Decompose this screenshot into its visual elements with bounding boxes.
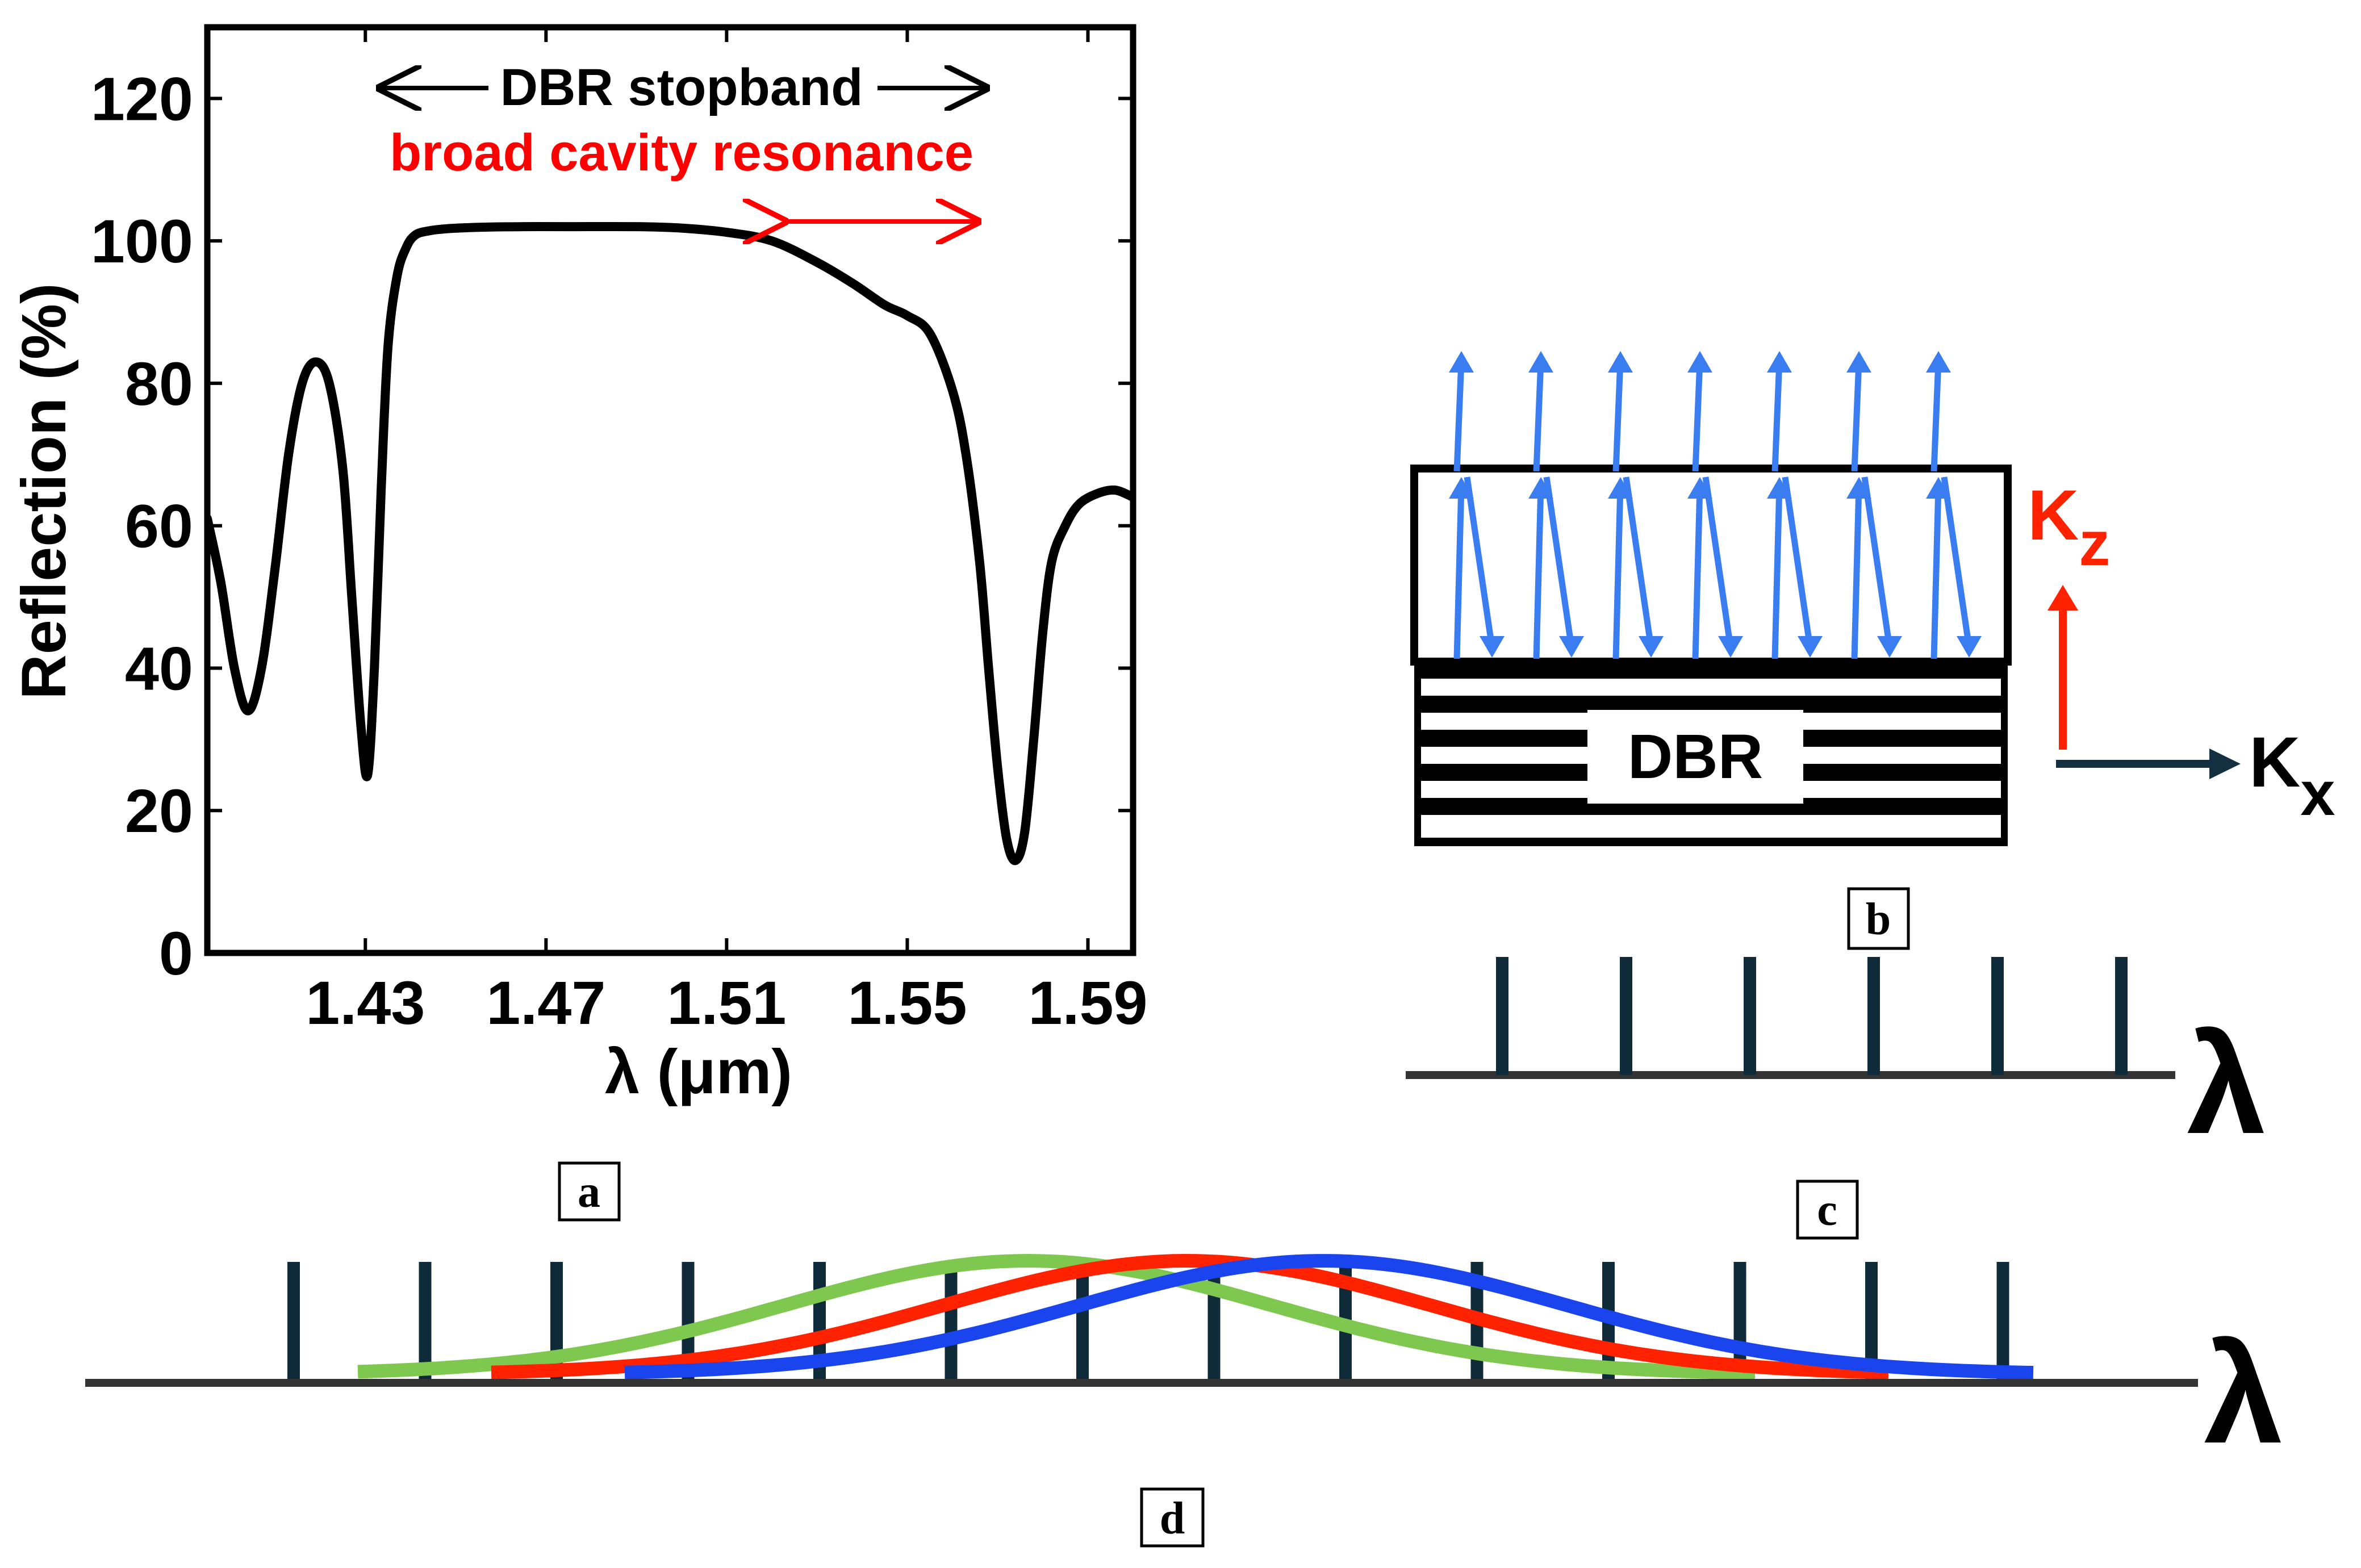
panel-d-curves bbox=[357, 1254, 2034, 1380]
wave-arrow-up bbox=[1453, 485, 1465, 659]
y-tick-label: 120 bbox=[91, 64, 193, 133]
y-tick-label: 80 bbox=[125, 349, 193, 418]
panel-label-c: c bbox=[1796, 1180, 1859, 1240]
wave-arrow-head bbox=[1926, 351, 1951, 373]
wave-arrow-out bbox=[1930, 360, 1942, 472]
series-group bbox=[207, 221, 1133, 865]
panel-label-a: a bbox=[558, 1161, 621, 1222]
wave-arrow-up bbox=[1612, 485, 1624, 659]
dbr-label: DBR bbox=[1628, 722, 1763, 792]
kz-label: Kz bbox=[2028, 476, 2110, 579]
x-axis-label: λ (μm) bbox=[605, 1037, 792, 1107]
wave-arrow-head bbox=[1639, 636, 1664, 658]
wave-arrow-out bbox=[1692, 360, 1703, 472]
wave-arrow-head bbox=[1767, 351, 1792, 373]
x-tick-label: 1.55 bbox=[847, 968, 967, 1037]
svg-text:d: d bbox=[1160, 1494, 1185, 1544]
wave-arrow-up bbox=[1771, 485, 1783, 659]
plot-frame bbox=[204, 24, 1136, 956]
wave-arrow-head bbox=[1449, 351, 1474, 373]
y-ticks: 0 20 40 60 80 100 120 bbox=[91, 64, 1133, 988]
wave-arrow-out bbox=[1771, 360, 1783, 472]
wave-arrow-down bbox=[1623, 476, 1654, 648]
wave-arrow-down bbox=[1702, 476, 1734, 648]
y-tick-label: 100 bbox=[91, 207, 193, 275]
wave-arrow-down bbox=[1782, 476, 1813, 648]
panel-c-lines bbox=[1496, 957, 2128, 1075]
wave-arrow-out bbox=[1453, 360, 1465, 472]
panel-label-b: b bbox=[1847, 887, 1910, 950]
y-axis-label: Reflection (%) bbox=[9, 283, 79, 699]
wave-arrow-head bbox=[1608, 351, 1633, 373]
y-tick-label: 20 bbox=[125, 776, 193, 845]
cavity-resonance-label: broad cavity resonance bbox=[390, 124, 973, 182]
wave-arrow-up bbox=[1533, 485, 1544, 659]
panel-d-comb: λ bbox=[85, 1254, 2283, 1473]
wave-arrow-out bbox=[1533, 360, 1544, 472]
resonance-curve-blue bbox=[624, 1254, 2034, 1380]
wave-arrow-head bbox=[1528, 351, 1553, 373]
wave-arrows bbox=[1449, 351, 1982, 659]
resonance-curve-green bbox=[357, 1254, 1756, 1380]
wave-arrow-out bbox=[1612, 360, 1624, 472]
wave-arrow-up bbox=[1692, 485, 1703, 659]
wave-arrow-out bbox=[1851, 360, 1862, 472]
svg-text:b: b bbox=[1866, 894, 1891, 944]
kx-arrow-head bbox=[2209, 749, 2241, 779]
x-tick-label: 1.59 bbox=[1028, 968, 1147, 1037]
wave-arrow-head bbox=[1480, 636, 1505, 658]
series-line-reflection bbox=[207, 221, 1133, 865]
resonance-curve-red bbox=[491, 1254, 1889, 1379]
panel-a-chart: 0 20 40 60 80 100 120 1.43 1.47 1.51 1.55 1.59 λ (… bbox=[9, 24, 1148, 1107]
wave-arrow-head bbox=[1957, 636, 1982, 658]
x-tick-label: 1.47 bbox=[486, 968, 605, 1037]
panel-d-lambda: λ bbox=[2204, 1314, 2283, 1473]
wave-arrow-head bbox=[1718, 636, 1743, 658]
panel-c-lambda: λ bbox=[2187, 1005, 2266, 1163]
wave-arrow-head bbox=[1687, 351, 1712, 373]
y-tick-label: 0 bbox=[159, 919, 193, 988]
x-tick-label: 1.51 bbox=[667, 968, 786, 1037]
wave-arrow-head bbox=[1798, 636, 1823, 658]
y-tick-label: 40 bbox=[125, 634, 193, 703]
svg-text:c: c bbox=[1817, 1185, 1837, 1235]
kx-label: Kx bbox=[2249, 723, 2335, 829]
x-tick-label: 1.43 bbox=[306, 968, 425, 1037]
wave-arrow-head bbox=[1846, 351, 1871, 373]
wave-arrow-down bbox=[1861, 476, 1893, 648]
wave-arrow-head bbox=[1877, 636, 1902, 658]
stopband-label: DBR stopband bbox=[500, 58, 863, 116]
y-tick-label: 60 bbox=[125, 492, 193, 561]
wave-arrow-up bbox=[1930, 485, 1942, 659]
wave-arrow-down bbox=[1464, 476, 1495, 648]
wave-arrow-down bbox=[1941, 476, 1973, 648]
panel-c-comb: λ bbox=[1406, 957, 2266, 1163]
svg-text:a: a bbox=[578, 1167, 600, 1217]
wave-arrow-head bbox=[1559, 636, 1584, 658]
dbr-label-box bbox=[1587, 710, 1803, 804]
kz-arrow-head bbox=[2047, 585, 2078, 611]
wave-arrow-down bbox=[1543, 476, 1575, 648]
panel-label-d: d bbox=[1140, 1487, 1205, 1548]
panel-b-schematic: DBR Kz Kx bbox=[1410, 351, 2335, 846]
wave-arrow-up bbox=[1851, 485, 1862, 659]
x-ticks: 1.43 1.47 1.51 1.55 1.59 bbox=[306, 27, 1148, 1037]
